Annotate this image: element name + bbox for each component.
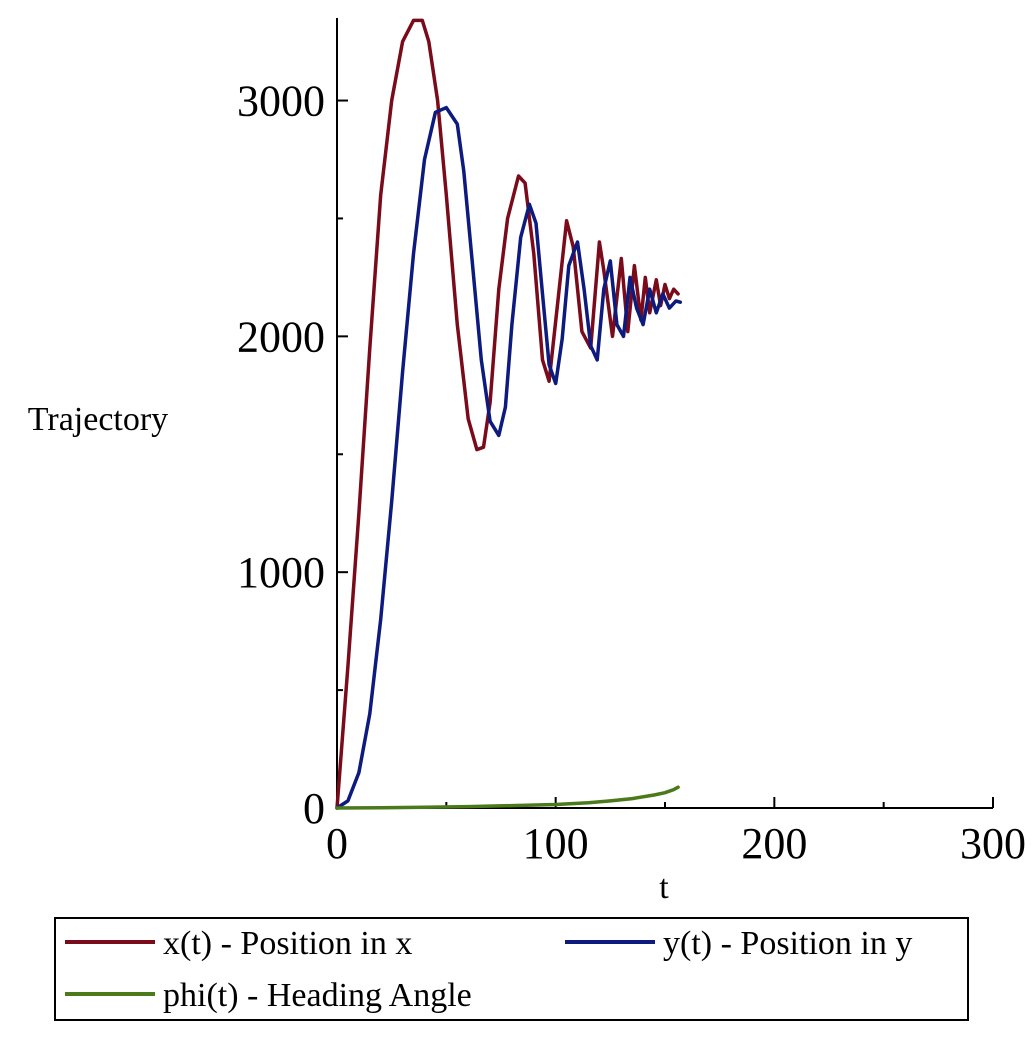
x-tick-label: 300 (960, 819, 1026, 868)
legend-box (54, 917, 969, 1021)
legend-label-phi: phi(t) - Heading Angle (163, 977, 472, 1014)
y-tick-label: 2000 (237, 312, 325, 361)
y-tick-label: 1000 (237, 548, 325, 597)
series-line-phi (335, 785, 680, 810)
x-axis-label: t (659, 869, 669, 906)
legend-label-x: x(t) - Position in x (163, 925, 412, 962)
legend-label-y: y(t) - Position in y (663, 925, 912, 962)
x-tick-label: 200 (741, 819, 807, 868)
plot-axes: 0 100 200 300 0 1000 2000 3000 (237, 18, 1026, 868)
x-axis-ticks: 0 100 200 300 (326, 797, 1026, 868)
series-line-y (335, 105, 683, 810)
x-tick-label: 0 (326, 819, 348, 868)
y-axis-ticks: 0 1000 2000 3000 (237, 77, 348, 833)
y-tick-label: 0 (303, 784, 325, 833)
series-line-x (335, 18, 680, 810)
x-tick-label: 100 (523, 819, 589, 868)
y-axis-label: Trajectory (28, 401, 168, 438)
series-lines (335, 18, 683, 810)
y-tick-label: 3000 (237, 77, 325, 126)
legend: x(t) - Position in x y(t) - Position in … (54, 917, 969, 1021)
